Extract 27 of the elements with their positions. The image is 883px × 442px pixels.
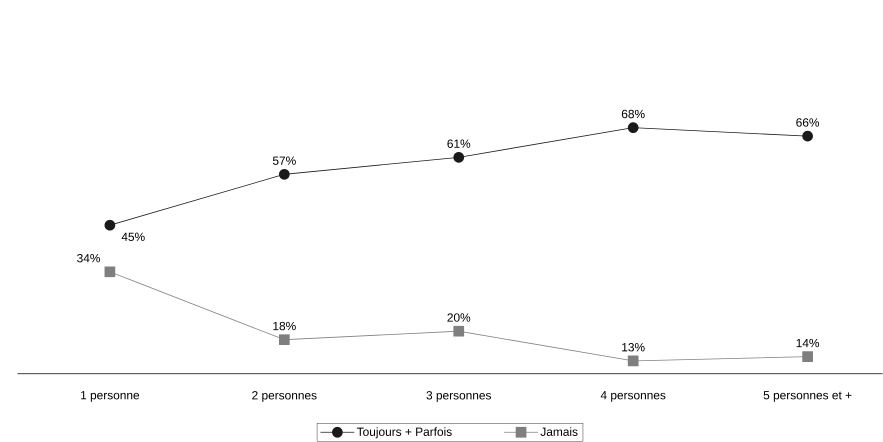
- point: [802, 131, 813, 142]
- point: [278, 334, 290, 346]
- data-label: 14%: [796, 339, 820, 348]
- data-label: 45%: [122, 232, 145, 242]
- point: [802, 352, 813, 362]
- point: [278, 169, 290, 180]
- point: [628, 356, 639, 366]
- point: [628, 122, 639, 134]
- point: [453, 152, 464, 163]
- legend-label: Toujours + Parfois: [356, 427, 452, 439]
- data-label: 61%: [447, 140, 470, 148]
- point: [104, 266, 116, 278]
- legend-label: Jamais: [540, 427, 578, 436]
- x-tick-label: 3 personnes: [426, 391, 492, 402]
- point: [104, 220, 116, 231]
- point: [453, 326, 464, 337]
- data-label: 18%: [273, 322, 296, 330]
- data-label: 34%: [77, 254, 100, 263]
- data-label: 13%: [622, 343, 645, 352]
- data-label: 66%: [796, 118, 820, 127]
- data-label: 20%: [447, 314, 470, 322]
- x-tick-label: 4 personnes: [600, 391, 666, 402]
- x-tick-label: 5 personnes et +: [764, 391, 852, 402]
- x-tick-label: 2 personnes: [252, 391, 317, 402]
- data-label: 57%: [272, 156, 296, 166]
- data-label: 68%: [622, 110, 645, 118]
- x-tick-label: 1 personne: [81, 391, 140, 402]
